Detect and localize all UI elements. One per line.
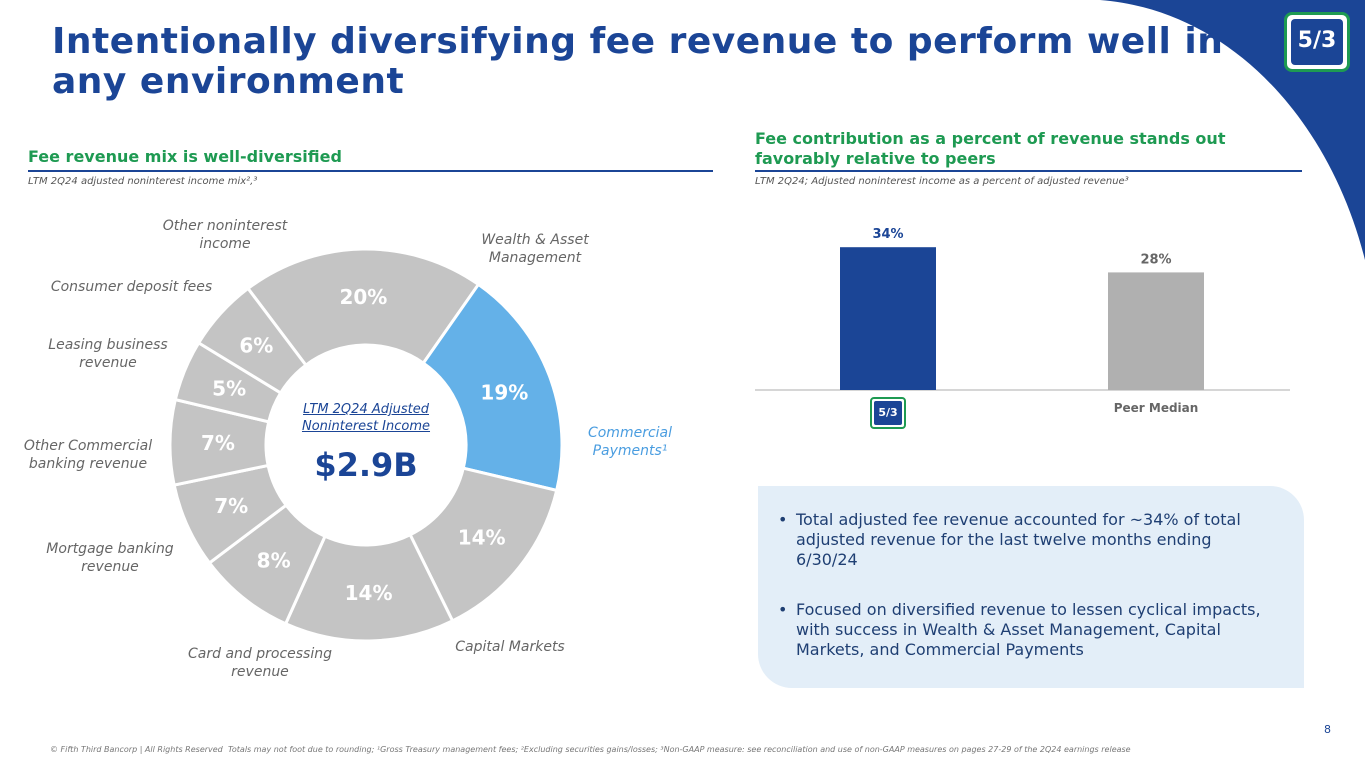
bar-category-label: Peer Median (1114, 401, 1199, 415)
bar (840, 247, 936, 390)
label-commercial-payments: Commercial Payments¹ (587, 425, 673, 459)
label-leasing-business: Leasing business revenue (48, 337, 168, 371)
right-section-heading: Fee contribution as a percent of revenue… (755, 129, 1226, 168)
footnote: Totals may not foot due to rounding; ¹Gr… (228, 745, 1131, 754)
page-title: Intentionally diversifying fee revenue t… (52, 21, 1224, 102)
label-capital-markets: Capital Markets (455, 639, 565, 655)
label-wealth-asset-management: Wealth & Asset Management (481, 232, 589, 266)
copyright: © Fifth Third Bancorp | All Rights Reser… (50, 745, 223, 754)
peer-comparison-bar-chart: 34% 28% Peer Median (755, 227, 1290, 415)
fifth-third-logo: 5/3 (1284, 12, 1350, 72)
fifth-third-logo-small: 5/3 (870, 397, 906, 429)
donut-slice-value: 7% (201, 431, 235, 455)
donut-slice-value: 14% (345, 581, 393, 605)
label-consumer-deposit-fees: Consumer deposit fees (50, 279, 213, 295)
label-other-commercial-banking: Other Commercial banking revenue (23, 438, 153, 472)
donut-slice-value: 7% (214, 494, 248, 518)
donut-slice (196, 286, 308, 395)
label-card-processing: Card and processing revenue (188, 646, 332, 680)
donut-slice-value: 20% (339, 285, 387, 309)
label-mortgage-banking: Mortgage banking revenue (46, 541, 174, 575)
bar (1108, 272, 1204, 390)
right-subnote: LTM 2Q24; Adjusted noninterest income as… (755, 176, 1129, 187)
donut-slice-value: 5% (212, 377, 246, 401)
donut-slice-value: 14% (458, 525, 506, 549)
label-other-noninterest-income: Other noninterest income (162, 218, 288, 252)
left-subnote: LTM 2Q24 adjusted noninterest income mix… (28, 176, 258, 187)
donut-slice-value: 19% (480, 380, 528, 404)
left-section-heading: Fee revenue mix is well-diversified (28, 147, 342, 166)
logo-mark: 5/3 (1291, 19, 1343, 65)
bar-value-label: 34% (872, 227, 903, 242)
key-takeaways-callout: • Total adjusted fee revenue accounted fo… (758, 486, 1304, 688)
right-section-rule (755, 170, 1302, 172)
donut-slice-value: 8% (257, 549, 291, 573)
takeaway-bullet: • Focused on diversified revenue to lesse… (778, 600, 1261, 659)
donut-slice (245, 247, 481, 368)
donut-center-value: $2.9B (314, 446, 418, 484)
page-number: 8 (1324, 723, 1331, 736)
left-section-rule (28, 170, 713, 172)
logo-mark-small: 5/3 (874, 401, 902, 425)
takeaway-bullet: • Total adjusted fee revenue accounted fo… (778, 510, 1241, 569)
donut-slice (421, 282, 564, 493)
donut-slice-value: 6% (239, 334, 273, 358)
donut-center-label: LTM 2Q24 Adjusted Noninterest Income (301, 402, 431, 434)
bar-value-label: 28% (1140, 252, 1171, 267)
